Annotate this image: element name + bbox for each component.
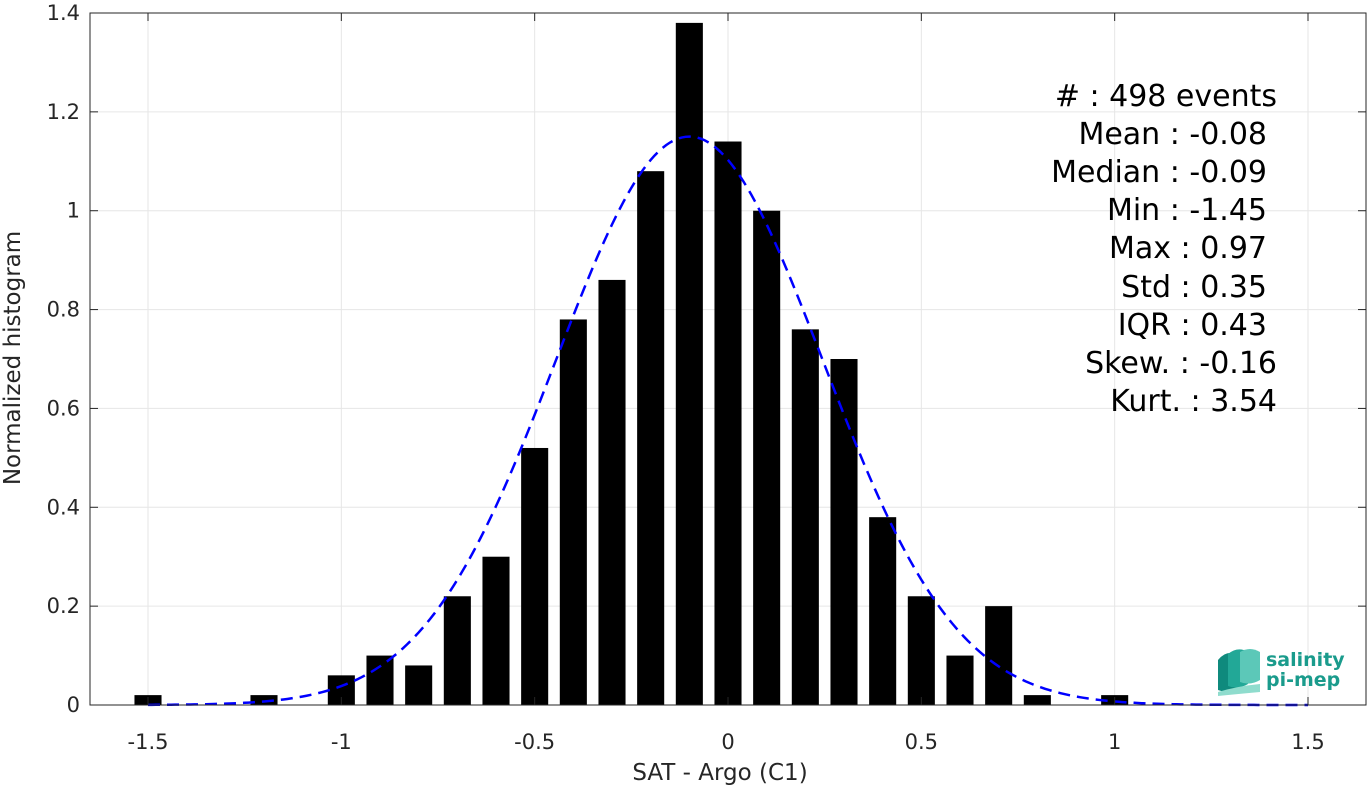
x-tick-label: 1	[1108, 730, 1121, 754]
histogram-bar	[598, 279, 626, 705]
histogram-bar	[869, 517, 897, 705]
histogram-bar	[443, 596, 471, 705]
logo-wave-icon	[1218, 649, 1260, 696]
stat-std: Std : 0.35	[1121, 270, 1267, 305]
histogram-bar	[985, 606, 1013, 705]
stat-mean: Mean : -0.08	[1078, 117, 1267, 152]
y-tick-label: 0.6	[47, 396, 80, 420]
y-tick-label: 0.4	[47, 495, 80, 519]
y-tick-label: 0	[67, 693, 80, 717]
stat-median: Median : -0.09	[1051, 155, 1267, 190]
histogram-bar	[830, 359, 858, 705]
y-tick-label: 0.2	[47, 594, 80, 618]
histogram-bar	[791, 329, 819, 705]
y-tick-label: 1.4	[47, 1, 80, 25]
axis-ticks: -1.5 -1 -0.5 0 0.5 1 1.5 0 0.2 0.4 0.6 0.8 1 1.2 1.4	[47, 1, 1366, 754]
y-tick-label: 0.8	[47, 298, 80, 322]
x-tick-label: 0	[721, 730, 734, 754]
histogram-bar	[482, 556, 510, 705]
y-tick-label: 1	[67, 199, 80, 223]
x-axis-title: SAT - Argo (C1)	[632, 760, 807, 786]
x-tick-label: 1.5	[1291, 730, 1324, 754]
histogram-bar	[521, 447, 549, 705]
stat-skew: Skew. : -0.16	[1085, 346, 1277, 381]
histogram-bars	[134, 22, 1129, 705]
histogram-bar	[714, 141, 742, 705]
histogram-bar	[637, 171, 665, 705]
y-axis-title: Normalized histogram	[0, 231, 26, 485]
y-tick-label: 1.2	[47, 100, 80, 124]
stat-events: # : 498 events	[1055, 79, 1277, 114]
stats-annotation: # : 498 events Mean : -0.08 Median : -0.…	[1051, 79, 1277, 419]
histogram-bar	[250, 695, 278, 705]
histogram-bar	[946, 655, 974, 705]
x-tick-label: 0.5	[905, 730, 938, 754]
salinity-pi-mep-logo: salinity pi-mep	[1218, 649, 1345, 696]
x-tick-label: -1	[331, 730, 352, 754]
x-tick-label: -0.5	[514, 730, 555, 754]
histogram-bar	[366, 655, 394, 705]
histogram-bar	[559, 319, 587, 705]
logo-line2: pi-mep	[1266, 669, 1340, 691]
stat-kurt: Kurt. : 3.54	[1110, 384, 1277, 419]
histogram-bar	[907, 596, 935, 705]
histogram-bar	[753, 210, 781, 705]
histogram-bar	[405, 665, 433, 705]
stat-max: Max : 0.97	[1109, 231, 1267, 266]
stat-min: Min : -1.45	[1107, 193, 1267, 228]
x-tick-label: -1.5	[128, 730, 169, 754]
logo-line1: salinity	[1266, 649, 1345, 671]
histogram-bar	[675, 22, 703, 705]
histogram-bar	[1023, 695, 1051, 705]
stat-iqr: IQR : 0.43	[1118, 308, 1267, 343]
